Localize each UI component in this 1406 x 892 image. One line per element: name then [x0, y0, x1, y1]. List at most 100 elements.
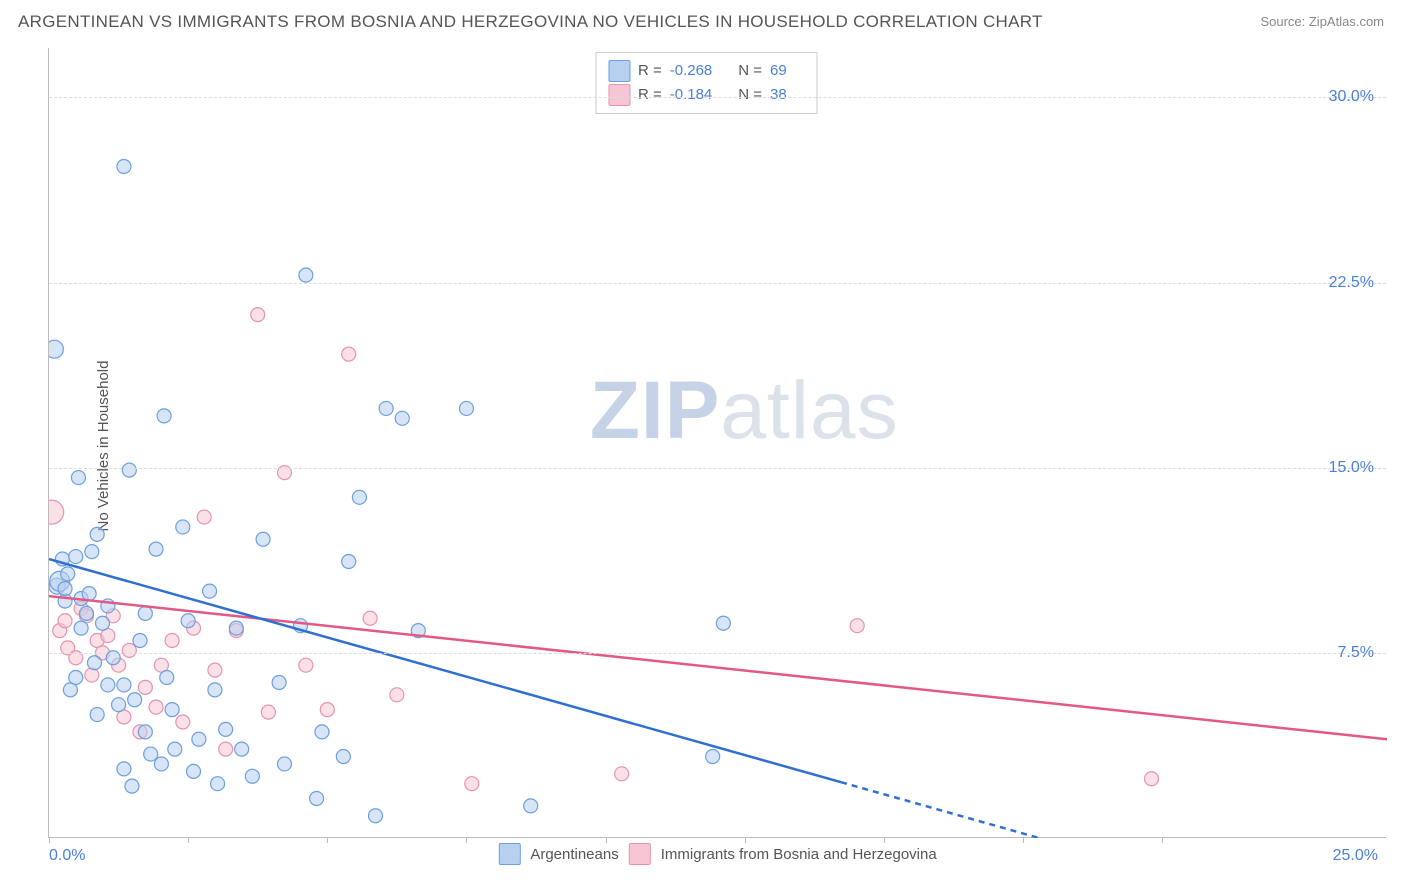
data-point — [117, 160, 131, 174]
data-point — [208, 663, 222, 677]
data-point — [49, 340, 63, 358]
data-point — [219, 722, 233, 736]
data-point — [122, 463, 136, 477]
data-point — [138, 606, 152, 620]
data-point — [117, 762, 131, 776]
x-tick — [1162, 837, 1163, 843]
x-tick — [327, 837, 328, 843]
correlation-legend: R =-0.268 N =69 R =-0.184 N =38 — [595, 52, 818, 114]
x-tick-max: 25.0% — [1333, 847, 1378, 865]
x-tick — [884, 837, 885, 843]
data-point — [251, 308, 265, 322]
data-point — [197, 510, 211, 524]
data-point — [368, 809, 382, 823]
data-point — [58, 614, 72, 628]
x-tick — [466, 837, 467, 843]
data-point — [272, 675, 286, 689]
trend-line — [841, 782, 1039, 838]
data-point — [85, 668, 99, 682]
data-point — [256, 532, 270, 546]
legend-swatch-a-bottom — [498, 843, 520, 865]
data-point — [144, 747, 158, 761]
x-tick — [745, 837, 746, 843]
x-tick — [188, 837, 189, 843]
n-value-a: 69 — [770, 59, 787, 83]
data-point — [192, 732, 206, 746]
plot-area: ZIPatlas R =-0.268 N =69 R =-0.184 N =38… — [48, 48, 1386, 838]
y-tick-label: 7.5% — [1338, 644, 1374, 662]
series-legend: Argentineans Immigrants from Bosnia and … — [498, 843, 936, 865]
data-point — [154, 757, 168, 771]
y-tick-label: 22.5% — [1329, 274, 1374, 292]
data-point — [176, 520, 190, 534]
y-tick-label: 15.0% — [1329, 459, 1374, 477]
trend-line — [49, 596, 1387, 739]
data-point — [85, 545, 99, 559]
data-point — [49, 500, 64, 524]
legend-row-a: R =-0.268 N =69 — [608, 59, 805, 83]
data-point — [74, 621, 88, 635]
data-point — [157, 409, 171, 423]
data-point — [160, 671, 174, 685]
data-point — [125, 779, 139, 793]
data-point — [101, 678, 115, 692]
data-point — [235, 742, 249, 756]
data-point — [320, 703, 334, 717]
gridline — [49, 283, 1386, 284]
legend-label-b: Immigrants from Bosnia and Herzegovina — [661, 846, 937, 863]
x-tick-min: 0.0% — [49, 847, 85, 865]
r-value-b: -0.184 — [670, 83, 713, 107]
data-point — [379, 401, 393, 415]
legend-label-a: Argentineans — [530, 846, 618, 863]
data-point — [315, 725, 329, 739]
data-point — [1145, 772, 1159, 786]
x-tick — [606, 837, 607, 843]
scatter-svg — [49, 48, 1387, 838]
data-point — [61, 567, 75, 581]
x-tick — [49, 837, 50, 843]
r-value-a: -0.268 — [670, 59, 713, 83]
data-point — [615, 767, 629, 781]
data-point — [716, 616, 730, 630]
data-point — [90, 527, 104, 541]
data-point — [90, 708, 104, 722]
data-point — [310, 792, 324, 806]
data-point — [181, 614, 195, 628]
data-point — [112, 698, 126, 712]
data-point — [465, 777, 479, 791]
data-point — [96, 616, 110, 630]
data-point — [211, 777, 225, 791]
data-point — [229, 621, 243, 635]
data-point — [128, 693, 142, 707]
data-point — [342, 555, 356, 569]
data-point — [245, 769, 259, 783]
data-point — [79, 606, 93, 620]
data-point — [390, 688, 404, 702]
data-point — [82, 587, 96, 601]
data-point — [299, 268, 313, 282]
y-tick-label: 30.0% — [1329, 88, 1374, 106]
data-point — [208, 683, 222, 697]
data-point — [219, 742, 233, 756]
chart-title: ARGENTINEAN VS IMMIGRANTS FROM BOSNIA AN… — [18, 12, 1043, 32]
data-point — [133, 634, 147, 648]
legend-swatch-a — [608, 60, 630, 82]
x-tick — [1023, 837, 1024, 843]
legend-swatch-b-bottom — [629, 843, 651, 865]
data-point — [58, 582, 72, 596]
data-point — [261, 705, 275, 719]
data-point — [117, 678, 131, 692]
data-point — [342, 347, 356, 361]
data-point — [168, 742, 182, 756]
data-point — [459, 401, 473, 415]
data-point — [187, 764, 201, 778]
data-point — [149, 700, 163, 714]
data-point — [122, 643, 136, 657]
data-point — [176, 715, 190, 729]
data-point — [524, 799, 538, 813]
data-point — [138, 725, 152, 739]
data-point — [165, 703, 179, 717]
legend-swatch-b — [608, 84, 630, 106]
data-point — [352, 490, 366, 504]
data-point — [706, 750, 720, 764]
